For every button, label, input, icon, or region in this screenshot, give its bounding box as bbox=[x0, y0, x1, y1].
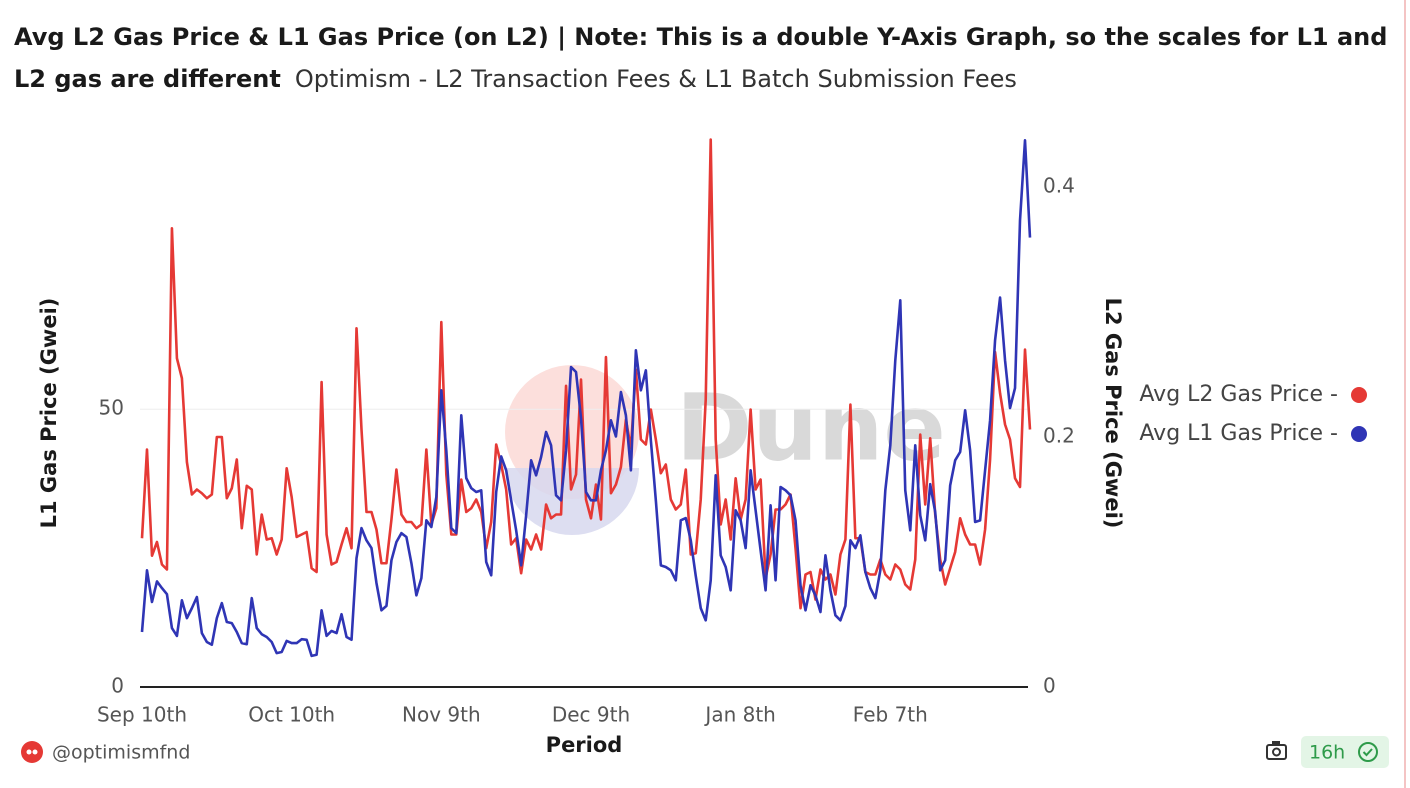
y2-tick-label: 0 bbox=[1043, 674, 1056, 698]
x-tick-label: Nov 9th bbox=[402, 703, 481, 727]
legend-label: Avg L2 Gas Price - bbox=[1139, 382, 1338, 407]
y-axis-label: L1 Gas Price (Gwei) bbox=[37, 298, 61, 529]
y2-tick-label: 0.2 bbox=[1043, 424, 1075, 448]
watermark: Dune bbox=[676, 374, 946, 481]
source-icon bbox=[21, 741, 43, 763]
y-tick-label: 0 bbox=[111, 674, 124, 698]
x-axis-label: Period bbox=[546, 733, 623, 757]
check-icon bbox=[1358, 742, 1378, 762]
watermark-logo bbox=[505, 365, 639, 535]
series-line bbox=[140, 139, 1032, 658]
x-tick-label: Dec 9th bbox=[552, 703, 630, 727]
header: Avg L2 Gas Price & L1 Gas Price (on L2) … bbox=[14, 16, 1394, 100]
x-tick-label: Oct 10th bbox=[248, 703, 335, 727]
chart-title: Avg L2 Gas Price & L1 Gas Price (on L2) … bbox=[14, 23, 1388, 93]
camera-icon[interactable] bbox=[1266, 741, 1287, 760]
source: @optimismfnd bbox=[52, 742, 190, 764]
x-tick-label: Feb 7th bbox=[853, 703, 928, 727]
chart-subtitle: Optimism - L2 Transaction Fees & L1 Batc… bbox=[294, 65, 1017, 93]
legend-swatch bbox=[1351, 426, 1367, 442]
y2-tick-label: 0.4 bbox=[1043, 174, 1075, 198]
age: 16h bbox=[1309, 742, 1345, 764]
y-tick-label: 50 bbox=[99, 396, 124, 420]
legend-swatch bbox=[1351, 387, 1367, 403]
legend-label: Avg L1 Gas Price - bbox=[1139, 421, 1338, 446]
x-tick-label: Sep 10th bbox=[97, 703, 187, 727]
y2-axis-label: L2 Gas Price (Gwei) bbox=[1101, 298, 1125, 529]
x-tick-label: Jan 8th bbox=[703, 703, 775, 727]
